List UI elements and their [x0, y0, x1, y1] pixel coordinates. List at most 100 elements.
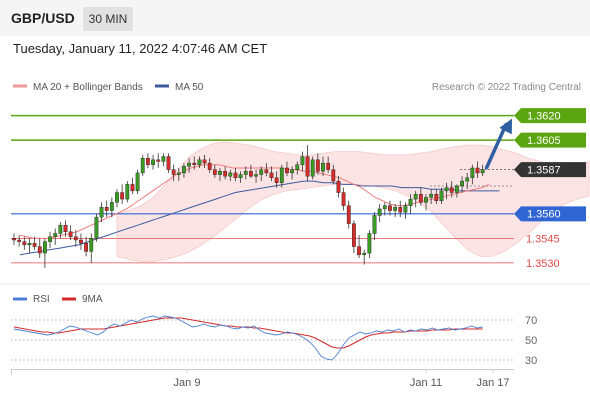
rsi-legend: RSI 9MA — [13, 294, 103, 305]
ma9-legend-label: 9MA — [82, 294, 103, 305]
candle-body — [398, 207, 403, 213]
candle-body — [58, 225, 63, 234]
candle-body — [104, 207, 109, 211]
candle-body — [43, 241, 47, 254]
candle-body — [238, 174, 243, 179]
x-axis-tick-label: Jan 11 — [410, 377, 442, 389]
candle-body — [99, 207, 104, 218]
candle-body — [336, 180, 341, 193]
candle-body — [79, 239, 83, 244]
candle-body — [48, 236, 52, 242]
candle-body — [243, 171, 248, 175]
candle-body — [388, 205, 392, 211]
candle-body — [279, 167, 284, 183]
candle-body — [439, 190, 444, 201]
candle-body — [84, 243, 89, 252]
candle-body — [223, 171, 228, 177]
rsi-legend-swatch — [13, 297, 27, 301]
candle-body — [418, 193, 423, 203]
candle-body — [475, 167, 480, 174]
candle-body — [315, 159, 320, 172]
level-badge-shape — [514, 206, 586, 222]
level-badge-label: 1.3605 — [527, 135, 561, 147]
candle-body — [434, 193, 439, 201]
candle-body — [12, 238, 16, 241]
candle-body — [233, 172, 238, 179]
header-bar: GBP/USD 30 MIN — [0, 0, 590, 36]
candle-body — [145, 157, 150, 165]
candle-body — [73, 236, 78, 241]
candle-body — [171, 169, 176, 175]
level-badge-shape — [514, 132, 586, 148]
candle-body — [130, 184, 135, 192]
candle-body — [290, 169, 294, 174]
level-badge: 1.3560 — [514, 206, 586, 222]
candle-body — [140, 157, 145, 174]
level-badge: 1.3605 — [514, 132, 586, 148]
level-badge-shape — [514, 108, 586, 124]
rsi-panel: 70 50 30 — [11, 315, 537, 367]
candle-body — [331, 169, 336, 182]
candle-body — [460, 180, 464, 187]
candle-body — [285, 167, 289, 174]
candle-body — [264, 169, 269, 174]
candle-body — [362, 252, 367, 255]
candle-body — [182, 166, 186, 174]
candle-body — [202, 159, 207, 164]
candle-body — [109, 202, 114, 211]
forecast-arrow-head — [499, 118, 512, 135]
ma9-legend-swatch — [62, 297, 76, 301]
candle-body — [53, 233, 58, 237]
level-label: 1.3530 — [526, 258, 560, 270]
candle-body — [274, 177, 279, 183]
x-axis-tick-label: Jan 17 — [476, 377, 509, 389]
price-panel: 1.3620 1.3605 1.3587 1.3560 1.3545 1.3530 — [11, 108, 590, 270]
candle-body — [248, 171, 253, 177]
candle-body — [156, 159, 161, 162]
candle-body — [413, 193, 418, 200]
ma20-legend-swatch — [13, 84, 27, 88]
timeframe-button[interactable]: 30 MIN — [83, 7, 133, 31]
datetime-label: Tuesday, January 11, 2022 4:07:46 AM CET — [13, 41, 268, 56]
candle-body — [300, 156, 305, 165]
candle-body — [367, 233, 372, 254]
bollinger-band-outline — [116, 141, 590, 262]
candle-body — [444, 187, 449, 192]
rsi-line — [13, 315, 483, 361]
x-axis: Jan 9 Jan 11 Jan 17 — [11, 369, 514, 389]
ma20-legend-label: MA 20 + Bollinger Bands — [33, 82, 143, 93]
level-badge-label: 1.3587 — [527, 164, 561, 176]
candle-body — [63, 225, 68, 233]
price-legend: MA 20 + Bollinger Bands MA 50 Research ©… — [13, 82, 581, 93]
candle-body — [94, 216, 99, 239]
candle-body — [393, 207, 397, 211]
rsi-legend-label: RSI — [33, 294, 50, 305]
ma50-legend-label: MA 50 — [175, 82, 204, 93]
candle-body — [151, 159, 155, 165]
candle-body — [346, 205, 351, 224]
level-badge-shape — [514, 162, 586, 178]
candle-body — [120, 192, 125, 200]
candle-body — [161, 156, 166, 162]
rsi-tick-label: 70 — [525, 315, 537, 327]
level-badge-label: 1.3560 — [527, 209, 561, 221]
ma50-line — [19, 180, 500, 256]
candle-body — [254, 174, 258, 177]
candle-body — [403, 205, 408, 213]
candle-body — [259, 169, 264, 175]
candle-body — [187, 162, 191, 167]
candle-body — [22, 241, 27, 246]
ma50-legend-swatch — [155, 84, 169, 88]
candle-body — [68, 231, 73, 237]
candle-body — [455, 185, 459, 193]
candle-body — [176, 172, 181, 175]
candle-body — [228, 172, 233, 177]
candle-body — [305, 156, 310, 177]
candle-body — [310, 159, 315, 177]
candle-body — [17, 239, 22, 242]
candle-body — [115, 192, 119, 203]
candle-body — [424, 197, 428, 203]
candle-body — [32, 243, 37, 247]
candle-body — [197, 159, 202, 165]
candle-body — [212, 169, 217, 175]
